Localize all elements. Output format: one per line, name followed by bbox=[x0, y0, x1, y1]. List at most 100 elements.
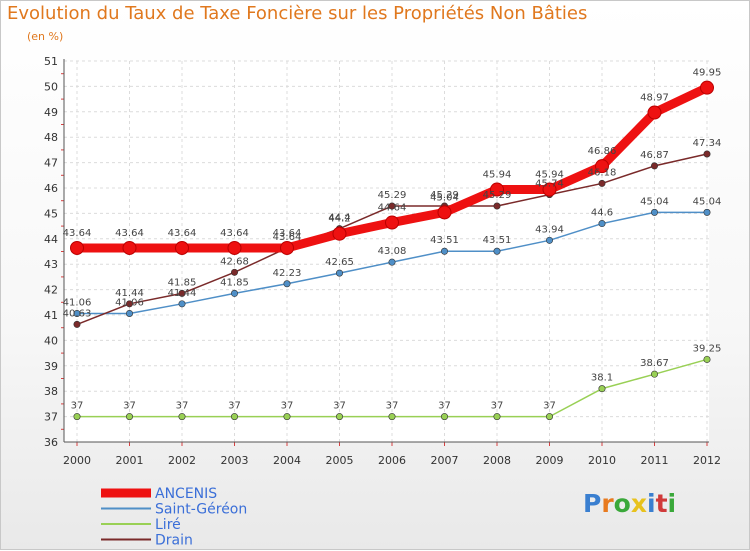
data-label: 45.29 bbox=[378, 190, 407, 201]
data-label: 44.4 bbox=[328, 213, 350, 224]
data-label: 45.04 bbox=[430, 192, 459, 203]
data-label: 37 bbox=[386, 401, 399, 412]
data-point bbox=[650, 370, 658, 378]
x-tick-label: 2006 bbox=[378, 454, 406, 467]
data-point bbox=[178, 413, 186, 421]
data-label: 43.08 bbox=[378, 246, 407, 257]
x-tick-label: 2001 bbox=[116, 454, 144, 467]
y-tick-label: 37 bbox=[44, 411, 58, 424]
data-label: 45.94 bbox=[483, 170, 512, 181]
data-label: 37 bbox=[543, 401, 556, 412]
data-point bbox=[122, 240, 137, 255]
data-label: 43.64 bbox=[273, 228, 302, 239]
data-label: 37 bbox=[438, 401, 451, 412]
data-label: 37 bbox=[123, 401, 136, 412]
logo-letter: x bbox=[630, 489, 647, 518]
data-point bbox=[227, 240, 242, 255]
data-point bbox=[703, 355, 711, 363]
data-point bbox=[231, 289, 239, 297]
data-point bbox=[335, 413, 343, 421]
data-point bbox=[493, 247, 501, 255]
data-label: 42.23 bbox=[273, 268, 302, 279]
data-point bbox=[650, 162, 658, 170]
data-label: 43.64 bbox=[273, 232, 302, 243]
data-point bbox=[490, 182, 504, 197]
data-point bbox=[283, 280, 291, 288]
legend-label: ANCENIS bbox=[155, 486, 217, 502]
data-label: 45.74 bbox=[535, 179, 564, 190]
x-tick-label: 2004 bbox=[273, 454, 301, 467]
y-tick-label: 47 bbox=[44, 157, 58, 170]
data-label: 45.29 bbox=[483, 190, 512, 201]
data-label: 41.85 bbox=[220, 277, 249, 288]
data-label: 37 bbox=[71, 401, 84, 412]
data-point bbox=[73, 309, 81, 317]
data-point bbox=[178, 300, 186, 308]
data-point bbox=[388, 413, 396, 421]
data-point bbox=[542, 182, 557, 197]
data-point bbox=[703, 208, 711, 216]
data-label: 43.64 bbox=[115, 228, 144, 239]
data-label: 39.25 bbox=[693, 343, 722, 354]
x-tick-label: 2011 bbox=[641, 454, 669, 467]
data-label: 41.44 bbox=[115, 288, 144, 299]
data-label: 46.86 bbox=[588, 146, 617, 157]
logo-letter: i bbox=[667, 489, 677, 518]
legend-label: Saint-Géréon bbox=[155, 502, 247, 518]
data-point bbox=[388, 258, 396, 266]
data-label: 43.51 bbox=[430, 235, 459, 246]
y-tick-label: 43 bbox=[44, 258, 58, 271]
data-point bbox=[437, 205, 452, 220]
data-point bbox=[388, 202, 396, 210]
data-label: 49.95 bbox=[693, 68, 722, 79]
y-tick-label: 39 bbox=[44, 360, 58, 373]
logo-letter: t bbox=[655, 489, 668, 518]
data-label: 37 bbox=[491, 401, 504, 412]
data-label: 42.68 bbox=[220, 256, 249, 267]
chart-title: Evolution du Taux de Taxe Foncière sur l… bbox=[7, 3, 588, 24]
data-label: 37 bbox=[281, 401, 294, 412]
data-point bbox=[126, 413, 134, 421]
data-point bbox=[231, 413, 239, 421]
data-label: 45.94 bbox=[535, 170, 564, 181]
data-point bbox=[545, 413, 553, 421]
x-tick-label: 2005 bbox=[326, 454, 354, 467]
data-label: 45.04 bbox=[693, 196, 722, 207]
x-tick-label: 2000 bbox=[63, 454, 91, 467]
data-point bbox=[385, 215, 399, 230]
legend-label: Drain bbox=[155, 533, 193, 549]
data-point bbox=[440, 413, 448, 421]
data-label: 43.51 bbox=[483, 235, 512, 246]
data-point bbox=[493, 202, 501, 210]
data-label: 47.34 bbox=[693, 138, 722, 149]
data-point bbox=[280, 240, 294, 255]
data-label: 37 bbox=[176, 401, 189, 412]
data-label: 41.44 bbox=[168, 288, 197, 299]
y-tick-label: 45 bbox=[44, 207, 58, 220]
x-tick-label: 2009 bbox=[536, 454, 564, 467]
data-point bbox=[70, 240, 84, 255]
y-tick-label: 48 bbox=[44, 131, 58, 144]
logo-letter: o bbox=[613, 489, 631, 518]
data-point bbox=[73, 413, 81, 421]
logo-letter: i bbox=[647, 489, 656, 518]
data-label: 48.97 bbox=[640, 93, 669, 104]
y-tick-label: 38 bbox=[44, 385, 58, 398]
proxiti-logo: Proxiti bbox=[583, 489, 676, 518]
logo-letter: r bbox=[601, 489, 614, 518]
data-point bbox=[332, 226, 347, 241]
data-label: 46.87 bbox=[640, 150, 669, 161]
data-point bbox=[493, 413, 501, 421]
data-point bbox=[440, 247, 448, 255]
data-label: 37 bbox=[228, 401, 241, 412]
data-label: 38.67 bbox=[640, 358, 669, 369]
x-tick-label: 2010 bbox=[588, 454, 616, 467]
data-point bbox=[647, 105, 662, 120]
y-tick-label: 40 bbox=[44, 334, 58, 347]
data-label: 45.29 bbox=[430, 190, 459, 201]
data-point bbox=[175, 240, 189, 255]
data-label: 44.64 bbox=[378, 203, 407, 214]
data-point bbox=[545, 236, 553, 244]
